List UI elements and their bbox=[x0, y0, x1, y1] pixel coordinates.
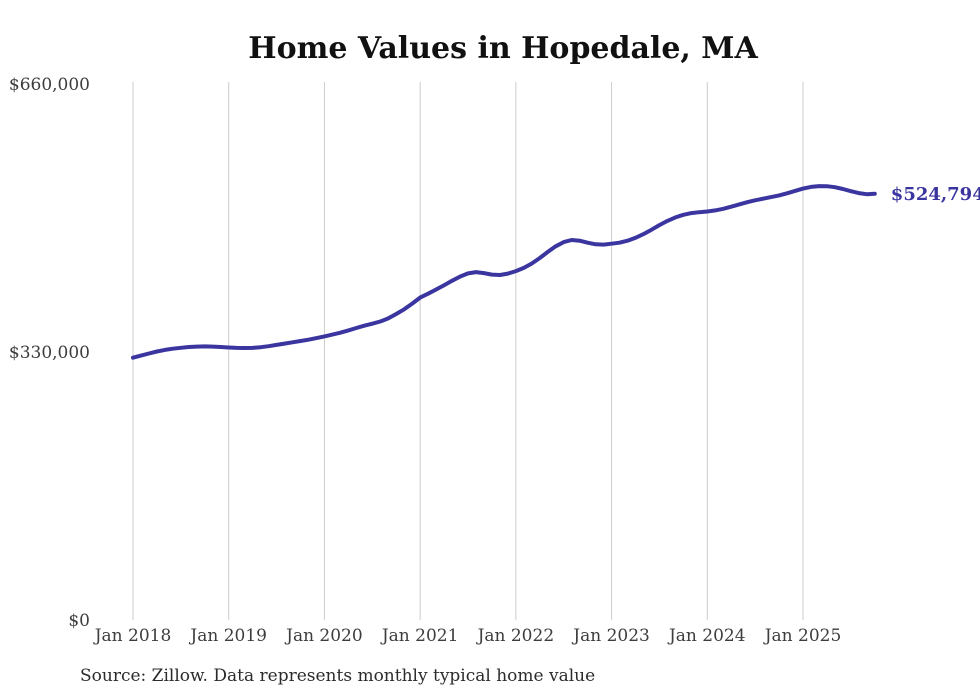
x-axis-tick-labels: Jan 2018 Jan 2019 Jan 2020 Jan 2021 Jan 2022… bbox=[93, 626, 842, 646]
x-tick-label: Jan 2018 bbox=[93, 626, 172, 646]
y-tick-label: $660,000 bbox=[9, 75, 90, 95]
x-tick-label: Jan 2025 bbox=[763, 626, 842, 646]
home-value-line-series bbox=[131, 184, 877, 360]
latest-value-label: $524,794 bbox=[891, 184, 980, 205]
y-tick-label: $0 bbox=[68, 611, 90, 631]
source-note: Source: Zillow. Data represents monthly … bbox=[80, 666, 595, 686]
x-tick-label: Jan 2023 bbox=[571, 626, 650, 646]
chart-title: Home Values in Hopedale, MA bbox=[248, 31, 758, 66]
x-tick-label: Jan 2024 bbox=[667, 626, 746, 646]
x-tick-label: Jan 2022 bbox=[476, 626, 555, 646]
y-axis-tick-labels: $0 $330,000 $660,000 bbox=[9, 75, 90, 631]
x-tick-label: Jan 2021 bbox=[380, 626, 459, 646]
x-tick-label: Jan 2019 bbox=[188, 626, 267, 646]
x-tick-label: Jan 2020 bbox=[284, 626, 363, 646]
year-gridlines bbox=[132, 82, 804, 620]
y-tick-label: $330,000 bbox=[9, 343, 90, 363]
